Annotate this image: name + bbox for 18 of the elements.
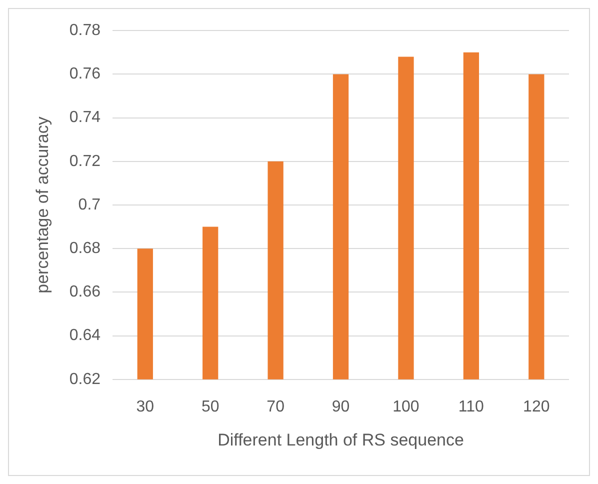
y-tick-label: 0.78 — [69, 22, 101, 40]
x-tick-label: 90 — [332, 398, 350, 416]
y-tick-label: 0.7 — [78, 196, 101, 214]
y-tick-label: 0.66 — [69, 284, 101, 301]
x-tick-label: 120 — [523, 398, 550, 416]
y-tick-label: 0.64 — [69, 327, 101, 344]
x-tick-label: 100 — [392, 398, 420, 416]
x-tick-label: 50 — [201, 398, 220, 416]
y-tick-label: 0.62 — [69, 370, 101, 388]
y-tick-label: 0.76 — [69, 66, 101, 83]
y-tick-label: 0.74 — [69, 109, 101, 126]
y-tick-label: 0.68 — [69, 240, 101, 258]
y-tick-label: 0.72 — [69, 152, 101, 170]
x-axis-title: Different Length of RS sequence — [218, 430, 464, 450]
x-tick-label: 70 — [266, 398, 285, 416]
x-tick-label: 110 — [458, 398, 484, 416]
y-axis-title: percentage of accuracy — [32, 116, 52, 294]
x-tick-label: 30 — [136, 398, 154, 416]
